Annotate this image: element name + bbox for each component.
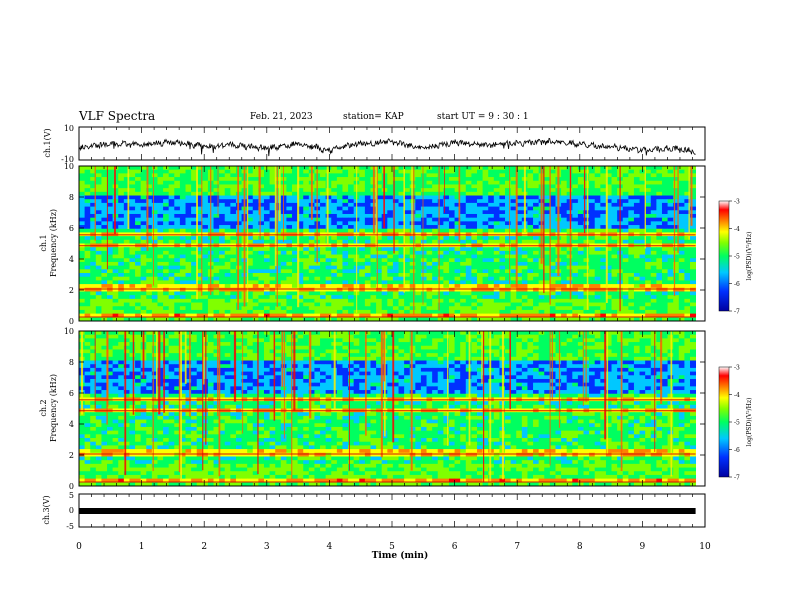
ch3-waveform-panel: 5 0 -5 ch.3(V) — [42, 491, 706, 531]
station-label: station= KAP — [343, 112, 404, 122]
colorbar-tick-label: -7 — [734, 309, 740, 316]
colorbar-tick-label: -5 — [734, 254, 740, 261]
time-tick-label: 5 — [389, 542, 395, 552]
time-tick-label: 1 — [139, 542, 145, 552]
ch2-colorbar: -3 -4 -5 -6 -7 log(PSD)(V²/Hz) — [718, 365, 753, 482]
time-tick-label: 6 — [452, 542, 458, 552]
ch1-colorbar-ticks: -3 -4 -5 -6 -7 — [729, 199, 740, 316]
ch2-spectrogram-xticks — [78, 331, 706, 486]
time-axis-ticklabels: 0 1 2 3 4 5 6 7 8 9 10 — [76, 542, 711, 552]
time-tick-label: 10 — [699, 542, 711, 552]
colorbar-tick-label: -3 — [734, 199, 740, 206]
ch3-ytick-top: 5 — [69, 491, 74, 500]
frequency-tick-label: 10 — [64, 327, 74, 336]
ch1-ytick-bottom: -10 — [61, 155, 74, 164]
ch1-spectrogram-xticks — [78, 166, 706, 321]
ch3-ytick-mid: 0 — [69, 506, 74, 515]
colorbar-tick-label: -7 — [734, 475, 740, 482]
ch2-spectrogram-panel: 0 2 4 6 8 10 ch.2 Frequency (kHz) — [39, 327, 706, 491]
ch2-frequency-ylabel: Frequency (kHz) — [49, 374, 58, 442]
frequency-tick-label: 6 — [69, 389, 74, 398]
time-tick-label: 3 — [264, 542, 270, 552]
frequency-tick-label: 0 — [69, 317, 74, 326]
ch1-ytick-top: 10 — [64, 124, 74, 133]
ch3-waveform-xticks — [78, 494, 706, 527]
ch1-spectrogram-panel: 0 2 4 6 8 10 ch.1 Frequency (kHz) — [39, 162, 706, 326]
ch3-waveform-band — [79, 508, 696, 514]
figure-title: VLF Spectra — [79, 109, 156, 123]
ch2-colorbar-label: log(PSD)(V²/Hz) — [746, 398, 753, 447]
frequency-tick-label: 2 — [69, 286, 74, 295]
ch1-spectrogram-heatmap — [79, 166, 697, 322]
time-tick-label: 8 — [577, 542, 583, 552]
ch2-colorbar-ticks: -3 -4 -5 -6 -7 — [729, 365, 740, 482]
colorbar-tick-label: -5 — [734, 420, 740, 427]
time-tick-label: 9 — [640, 542, 646, 552]
ch1-colorbar: -3 -4 -5 -6 -7 log(PSD)(V²/Hz) — [718, 199, 753, 316]
start-time-label: start UT = 9 : 30 : 1 — [437, 112, 529, 122]
ch2-spectrogram-yticks: 0 2 4 6 8 10 — [64, 327, 705, 491]
ch3-waveform-ylabel: ch.3(V) — [42, 495, 51, 524]
frequency-tick-label: 8 — [69, 193, 74, 202]
ch2-spectrogram-heatmap — [79, 331, 697, 487]
colorbar-tick-label: -6 — [734, 281, 740, 288]
colorbar-tick-label: -6 — [734, 447, 740, 454]
colorbar-tick-label: -4 — [734, 226, 740, 233]
ch1-channel-label: ch.1 — [39, 234, 48, 251]
frequency-tick-label: 8 — [69, 358, 74, 367]
colorbar-tick-label: -4 — [734, 392, 740, 399]
colorbar-tick-label: -3 — [734, 365, 740, 372]
ch1-waveform-ylabel: ch.1(V) — [43, 128, 52, 157]
frequency-tick-label: 10 — [64, 162, 74, 171]
time-tick-label: 0 — [76, 542, 82, 552]
ch1-spectrogram-yticks: 0 2 4 6 8 10 — [64, 162, 705, 326]
ch1-waveform-panel: 10 -10 ch.1(V) — [43, 124, 706, 164]
frequency-tick-label: 6 — [69, 224, 74, 233]
time-tick-label: 7 — [514, 542, 520, 552]
frequency-tick-label: 4 — [69, 420, 74, 429]
ch1-frequency-ylabel: Frequency (kHz) — [49, 209, 58, 277]
ch3-ytick-bottom: -5 — [66, 522, 74, 531]
time-tick-label: 4 — [327, 542, 333, 552]
ch2-channel-label: ch.2 — [39, 399, 48, 416]
time-axis-label: Time (min) — [372, 550, 429, 561]
date-label: Feb. 21, 2023 — [250, 112, 313, 122]
frequency-tick-label: 2 — [69, 451, 74, 460]
time-tick-label: 2 — [201, 542, 207, 552]
ch1-waveform-line — [78, 137, 696, 157]
ch1-waveform-xticks — [78, 127, 706, 160]
frequency-tick-label: 0 — [69, 482, 74, 491]
ch1-colorbar-label: log(PSD)(V²/Hz) — [746, 232, 753, 281]
frequency-tick-label: 4 — [69, 255, 74, 264]
